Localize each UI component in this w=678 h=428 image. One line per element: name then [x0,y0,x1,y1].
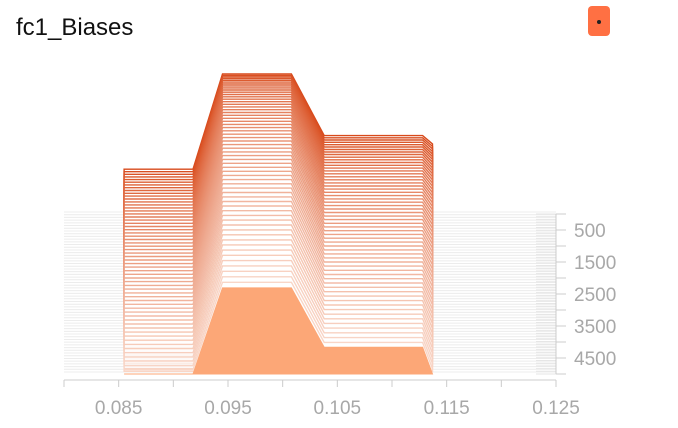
step-tick-label: 3500 [574,317,616,338]
color-swatch-button[interactable] [588,6,610,36]
dot-icon [597,20,601,24]
x-tick-label: 0.125 [532,398,580,419]
step-axis-caps [536,213,556,375]
chart-title: fc1_Biases [16,14,134,41]
x-tick-label: 0.105 [314,398,362,419]
x-tick-label: 0.095 [204,398,252,419]
ridge-layers [64,73,556,375]
front-histogram [124,287,434,375]
step-tick-label: 1500 [574,253,616,274]
step-tick-label: 4500 [574,349,616,370]
step-tick-label: 2500 [574,285,616,306]
x-axis: 0.085 0.095 0.105 0.115 0.125 [63,379,580,419]
x-tick-label: 0.115 [424,398,470,419]
step-axis: 500 1500 2500 3500 4500 [555,213,616,375]
step-tick-label: 500 [574,221,606,242]
x-tick-label: 0.085 [95,398,143,419]
